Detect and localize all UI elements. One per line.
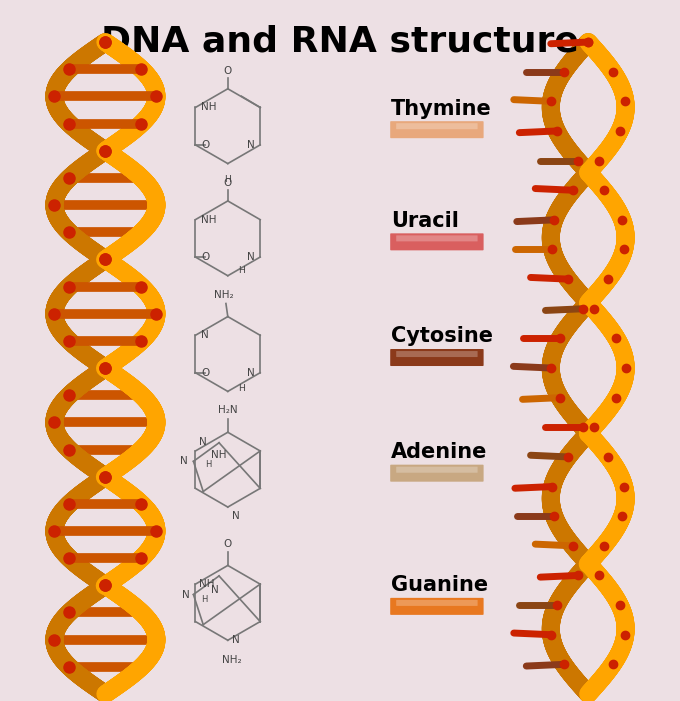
Text: N: N xyxy=(180,456,188,466)
FancyBboxPatch shape xyxy=(396,236,477,241)
Text: Adenine: Adenine xyxy=(391,442,488,462)
FancyBboxPatch shape xyxy=(396,123,477,129)
Text: O: O xyxy=(201,140,209,150)
Text: N: N xyxy=(231,635,239,645)
Text: NH₂: NH₂ xyxy=(222,655,241,665)
Text: N: N xyxy=(182,590,190,599)
Text: O: O xyxy=(224,66,232,76)
FancyBboxPatch shape xyxy=(390,465,483,482)
Text: NH: NH xyxy=(201,102,216,112)
Text: N: N xyxy=(247,140,254,150)
Text: NH: NH xyxy=(199,579,215,589)
Text: N: N xyxy=(211,585,219,595)
Text: H: H xyxy=(238,266,245,275)
Text: N: N xyxy=(247,368,254,378)
FancyBboxPatch shape xyxy=(396,600,477,606)
Text: N: N xyxy=(199,437,207,447)
Text: O: O xyxy=(201,368,209,378)
FancyBboxPatch shape xyxy=(390,349,483,366)
Text: H: H xyxy=(205,460,211,468)
Text: Thymine: Thymine xyxy=(391,99,492,118)
Text: Uracil: Uracil xyxy=(391,211,459,231)
Text: H₂N: H₂N xyxy=(218,405,237,416)
Text: N: N xyxy=(201,330,209,340)
Text: O: O xyxy=(224,538,232,549)
Text: H: H xyxy=(201,594,207,604)
FancyBboxPatch shape xyxy=(390,121,483,138)
Text: NH: NH xyxy=(201,215,216,224)
Text: O: O xyxy=(201,252,209,262)
Text: N: N xyxy=(231,511,239,521)
Text: DNA and RNA structure: DNA and RNA structure xyxy=(101,25,579,59)
FancyBboxPatch shape xyxy=(396,467,477,472)
Text: H: H xyxy=(224,175,231,184)
Text: NH: NH xyxy=(211,450,227,461)
FancyBboxPatch shape xyxy=(390,233,483,250)
Text: O: O xyxy=(224,178,232,188)
FancyBboxPatch shape xyxy=(396,351,477,357)
Text: NH₂: NH₂ xyxy=(214,290,234,300)
Text: N: N xyxy=(247,252,254,262)
FancyBboxPatch shape xyxy=(390,598,483,615)
Text: Guanine: Guanine xyxy=(391,576,488,595)
Text: H: H xyxy=(238,384,245,393)
Text: Cytosine: Cytosine xyxy=(391,327,493,346)
